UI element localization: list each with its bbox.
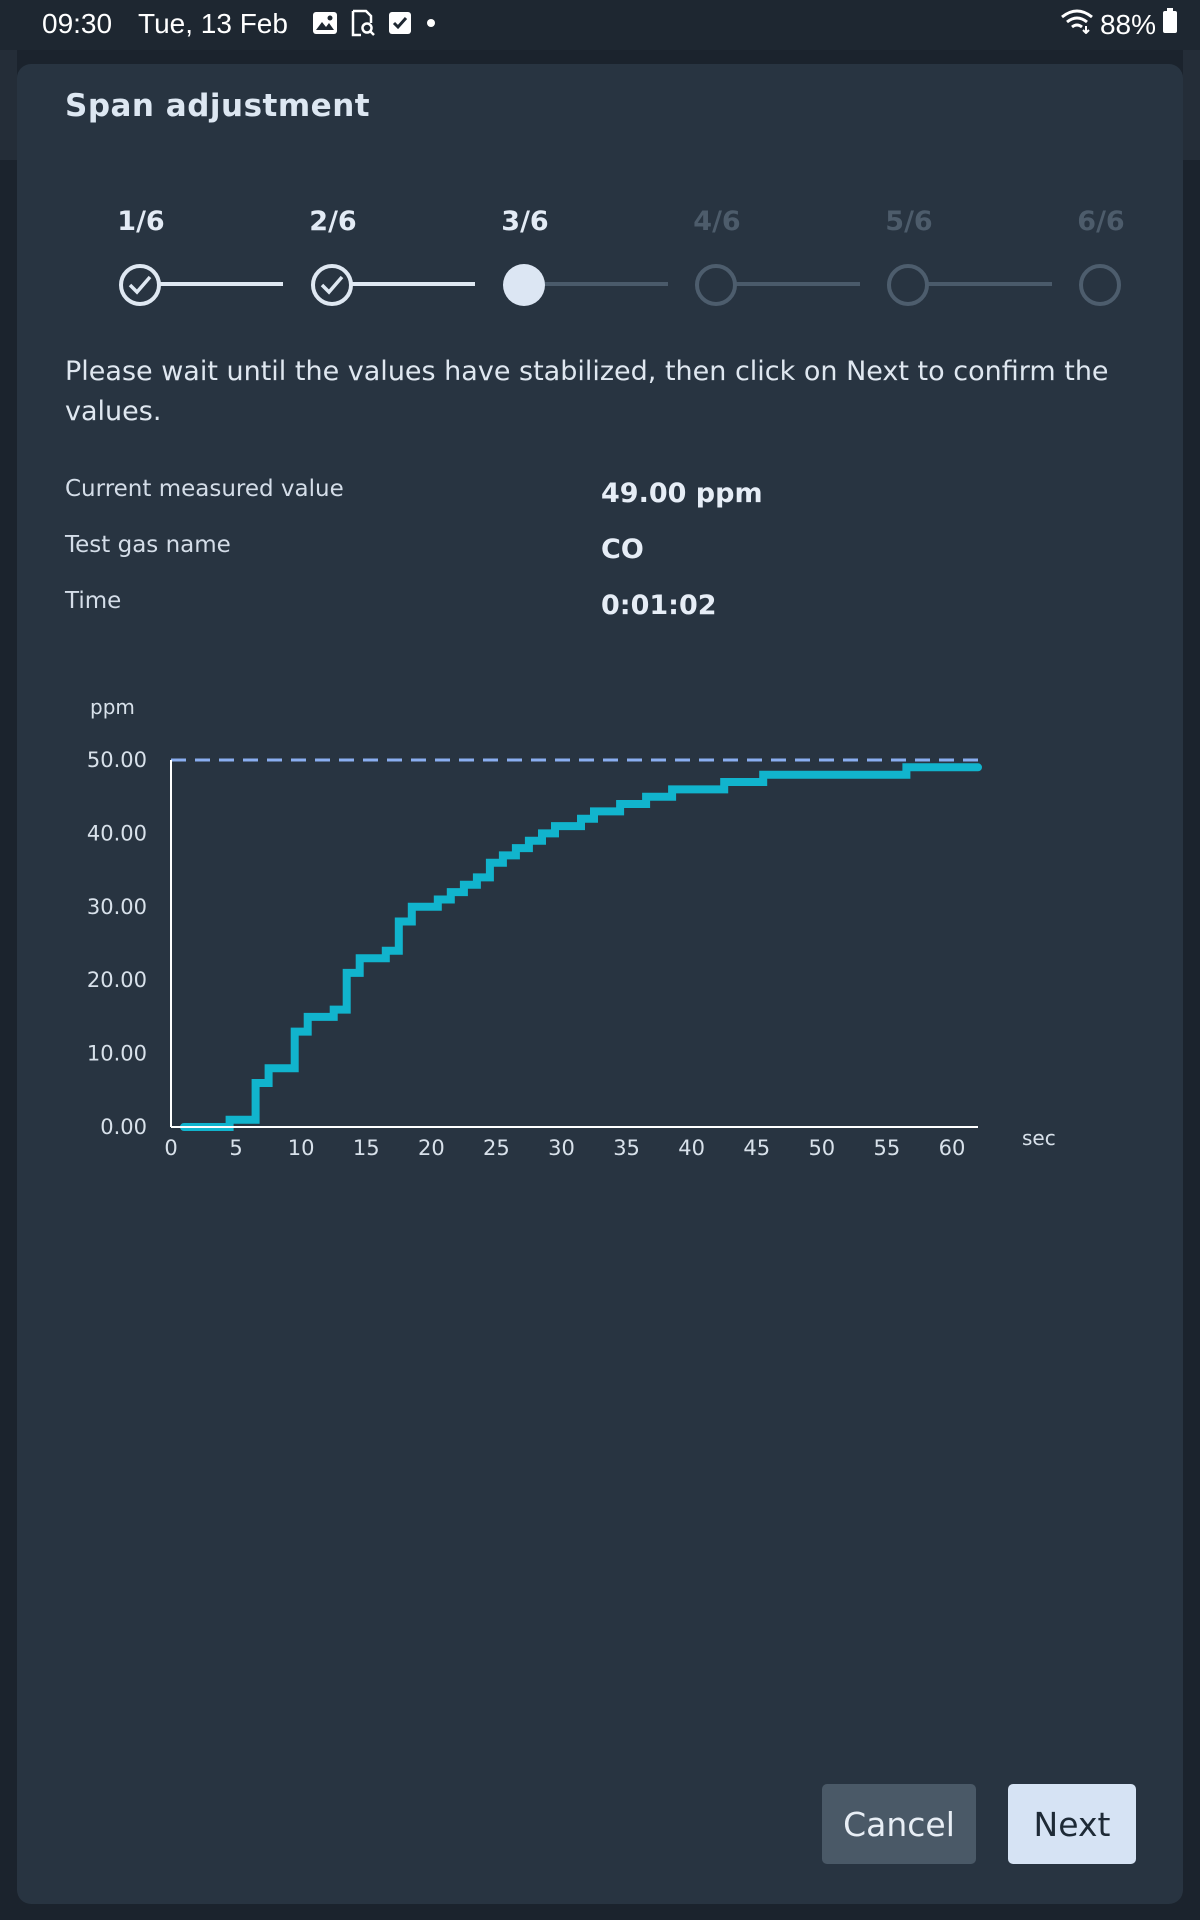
current-value: 49.00 ppm: [601, 478, 763, 509]
x-tick-label: 25: [483, 1136, 510, 1160]
y-tick-label: 20.00: [87, 968, 147, 992]
step-connector: [140, 282, 283, 286]
x-tick-label: 20: [418, 1136, 445, 1160]
step-connector: [908, 282, 1052, 286]
next-button[interactable]: Next: [1008, 1784, 1136, 1864]
step-connector: [524, 282, 668, 286]
y-tick-label: 30.00: [87, 895, 147, 919]
gas-name-value: CO: [601, 534, 644, 565]
step-1-label: 1/6: [117, 206, 165, 237]
x-tick-label: 45: [743, 1136, 770, 1160]
wifi-icon: [1060, 8, 1094, 41]
step-2-label: 2/6: [309, 206, 357, 237]
step-5-circle: [887, 264, 929, 306]
step-6-circle: [1079, 264, 1121, 306]
step-4-circle: [695, 264, 737, 306]
notification-icons: [312, 9, 438, 37]
checkbox-icon: [388, 11, 412, 35]
series-group: [180, 763, 982, 1131]
step-4-label: 4/6: [693, 206, 741, 237]
battery-percent: 88%: [1099, 8, 1156, 40]
battery-icon: [1162, 8, 1178, 41]
x-tick-label: 0: [164, 1136, 177, 1160]
image-icon: [312, 10, 338, 36]
span-adjustment-dialog: Span adjustment 1/6 2/6 3/6 4/6 5/6 6/6 …: [17, 64, 1183, 1904]
x-axis-label: sec: [1022, 1126, 1056, 1150]
status-bar: 09:30 Tue, 13 Feb 88%: [0, 0, 1200, 50]
gas-name-label: Test gas name: [65, 532, 231, 558]
y-tick-label: 50.00: [87, 748, 147, 772]
check-icon: [320, 275, 344, 295]
y-tick-label: 10.00: [87, 1042, 147, 1066]
x-tick-label: 50: [808, 1136, 835, 1160]
y-tick-labels: 0.00 10.00 20.00 30.00 40.00 50.00: [87, 748, 147, 1139]
step-connector: [332, 282, 475, 286]
time-label: Time: [65, 588, 122, 614]
backdrop-edge: [1183, 50, 1200, 160]
y-axis-label: ppm: [90, 695, 135, 719]
x-tick-label: 10: [288, 1136, 315, 1160]
x-tick-label: 30: [548, 1136, 575, 1160]
time-value: 0:01:02: [601, 590, 717, 621]
step-6-label: 6/6: [1077, 206, 1125, 237]
step-2-circle: [311, 264, 353, 306]
series-line-0: [180, 763, 982, 1131]
y-tick-label: 40.00: [87, 821, 147, 845]
check-icon: [128, 275, 152, 295]
status-date: Tue, 13 Feb: [138, 8, 288, 39]
ppm-chart: ppm sec 0.00 10.00 20.00 30.00 40.00 50.00 0 5…: [87, 695, 1056, 1160]
chart-axes: [170, 760, 978, 1128]
step-5-label: 5/6: [885, 206, 933, 237]
x-tick-label: 35: [613, 1136, 640, 1160]
x-tick-label: 55: [874, 1136, 901, 1160]
step-connector: [716, 282, 860, 286]
dot-icon: [424, 16, 438, 30]
step-3-label: 3/6: [501, 206, 549, 237]
x-tick-label: 60: [939, 1136, 966, 1160]
instruction-text: Please wait until the values have stabil…: [65, 356, 1109, 427]
x-tick-label: 5: [229, 1136, 242, 1160]
step-3-circle: [503, 264, 545, 306]
step-1-circle: [119, 264, 161, 306]
cancel-button[interactable]: Cancel: [822, 1784, 976, 1864]
x-tick-label: 40: [678, 1136, 705, 1160]
backdrop-edge: [0, 50, 17, 160]
document-search-icon: [350, 9, 376, 37]
y-tick-label: 0.00: [100, 1115, 147, 1139]
x-tick-label: 15: [353, 1136, 380, 1160]
current-value-label: Current measured value: [65, 476, 344, 502]
dialog-title: Span adjustment: [65, 88, 371, 124]
x-tick-labels: 0 5 10 15 20 25 30 35 40 45 50 55 60: [164, 1136, 965, 1160]
status-right: 88%: [1060, 8, 1178, 41]
status-time: 09:30: [42, 8, 113, 39]
